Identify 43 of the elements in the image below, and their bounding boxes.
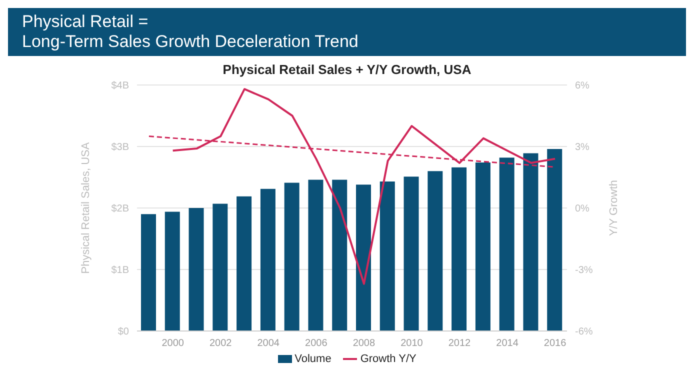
x-tick-label: 2012 — [448, 338, 472, 350]
x-tick-label: 2014 — [496, 338, 519, 350]
y2-tick-label: -6% — [575, 326, 593, 338]
bar — [523, 153, 538, 331]
bar — [452, 167, 467, 331]
bar — [188, 208, 204, 331]
y2-tick-label: 6% — [575, 80, 590, 92]
bar — [284, 182, 300, 331]
legend-label: Volume — [294, 353, 332, 365]
x-tick-label: 2010 — [400, 338, 424, 350]
y2-tick-label: 3% — [575, 142, 590, 154]
chart-title: Physical Retail = Long-Term Sales Growth Deceleration Trend — [22, 12, 360, 52]
bar — [499, 158, 514, 331]
bar — [164, 212, 180, 331]
x-tick-label: 2000 — [162, 338, 184, 350]
bar — [428, 171, 443, 331]
bar — [475, 162, 490, 331]
y-tick-label: $3B — [111, 142, 130, 154]
bar — [141, 214, 156, 331]
x-tick-label: 2008 — [352, 338, 376, 350]
bar — [308, 180, 324, 331]
legend-label: Growth Y/Y — [360, 353, 416, 365]
x-tick-label: 2016 — [544, 338, 567, 350]
y-tick-label: $1B — [111, 265, 130, 276]
y2-tick-label: 0% — [575, 204, 590, 215]
y2-axis-title: Y/Y Growth — [608, 180, 620, 236]
bar — [547, 148, 562, 331]
y-tick-label: $0 — [118, 326, 130, 338]
bar — [356, 184, 371, 331]
bar — [260, 188, 276, 331]
x-tick-label: 2004 — [257, 338, 280, 350]
x-tick-label: 2006 — [305, 338, 328, 350]
x-tick-label: 2002 — [209, 338, 232, 350]
bar — [380, 182, 395, 331]
y-axis-title: Physical Retail Sales, USA — [80, 142, 92, 274]
chart-subtitle: Physical Retail Sales + Y/Y Growth, USA — [222, 62, 472, 77]
bar — [212, 204, 228, 331]
bar — [404, 176, 419, 331]
y-tick-label: $2B — [111, 204, 130, 215]
bar — [332, 180, 348, 331]
y-tick-label: $4B — [111, 80, 130, 92]
bar — [236, 196, 252, 331]
y2-tick-label: -3% — [575, 265, 593, 276]
